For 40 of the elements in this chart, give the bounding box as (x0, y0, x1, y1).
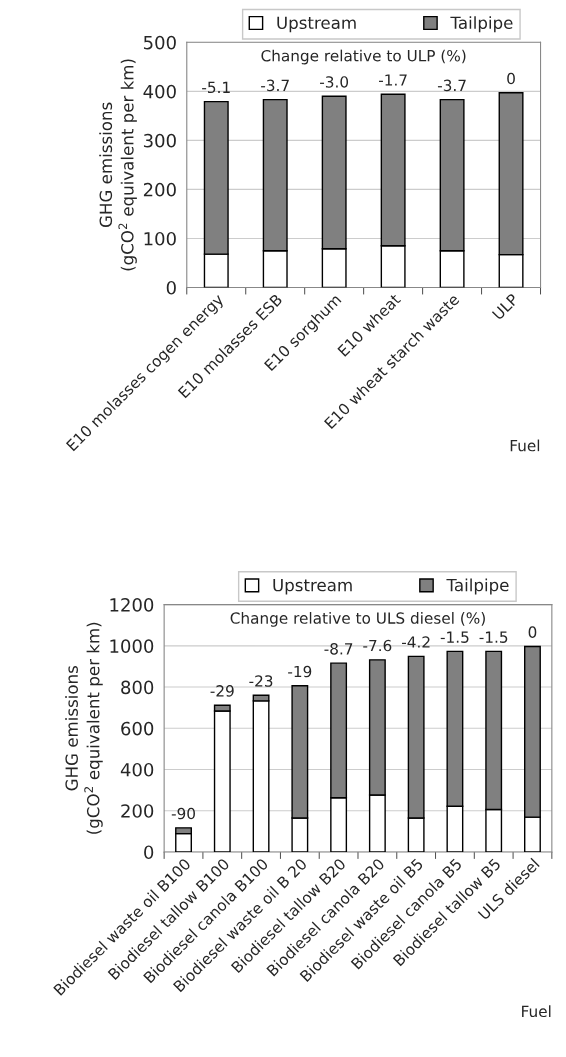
annotation: -29 (210, 685, 234, 697)
y-tick-label: 100 (144, 231, 176, 246)
y-axis-title: GHG emissions (gCO$^{2}$ equivalent per km) (65, 622, 103, 834)
annotation: -90 (171, 807, 195, 820)
annotation: -1.7 (378, 74, 407, 86)
y-tick-label: 200 (143, 182, 176, 197)
x-tick-label: ULP (491, 293, 520, 321)
x-axis-title: Fuel (510, 439, 540, 452)
y-tick-label: 200 (121, 804, 154, 818)
annotation: Change relative to ULP (%) (261, 49, 466, 65)
annotation: 0 (507, 72, 515, 85)
annotation: -1.5 (479, 631, 508, 643)
y-tick-label: 600 (121, 721, 154, 736)
y-tick-label: 0 (166, 280, 176, 295)
legend-label: Upstream (277, 16, 356, 33)
annotation: -8.7 (324, 643, 353, 655)
annotation: -7.6 (363, 639, 392, 652)
y-tick-label: 500 (143, 35, 176, 50)
y-tick-label: 400 (143, 84, 176, 99)
x-axis-title: Fuel (522, 1005, 551, 1018)
legend-label: Upstream (273, 578, 352, 595)
legend-label: Tailpipe (446, 578, 509, 595)
y-tick-label: 400 (120, 762, 154, 777)
annotation: -3.7 (437, 79, 466, 92)
annotation: -3.7 (261, 79, 289, 92)
legend-label: Tailpipe (450, 16, 513, 33)
y-tick-label: 1000 (110, 639, 154, 653)
y-tick-label: 0 (144, 845, 154, 860)
annotation: -3.0 (320, 76, 349, 88)
annotation: -1.5 (440, 631, 469, 643)
y-tick-label: 1200 (110, 598, 154, 612)
y-tick-label: 300 (143, 133, 176, 148)
y-axis-title: GHG emissions (gCO$^{2}$ equivalent per km) (99, 59, 137, 271)
y-tick-label: 800 (121, 680, 154, 695)
annotation: -23 (249, 675, 273, 687)
annotation: -5.1 (202, 81, 230, 94)
annotation: -4.2 (401, 636, 430, 648)
annotation: Change relative to ULS diesel (%) (230, 612, 485, 627)
annotation: 0 (528, 626, 537, 638)
annotation: -19 (288, 665, 312, 678)
